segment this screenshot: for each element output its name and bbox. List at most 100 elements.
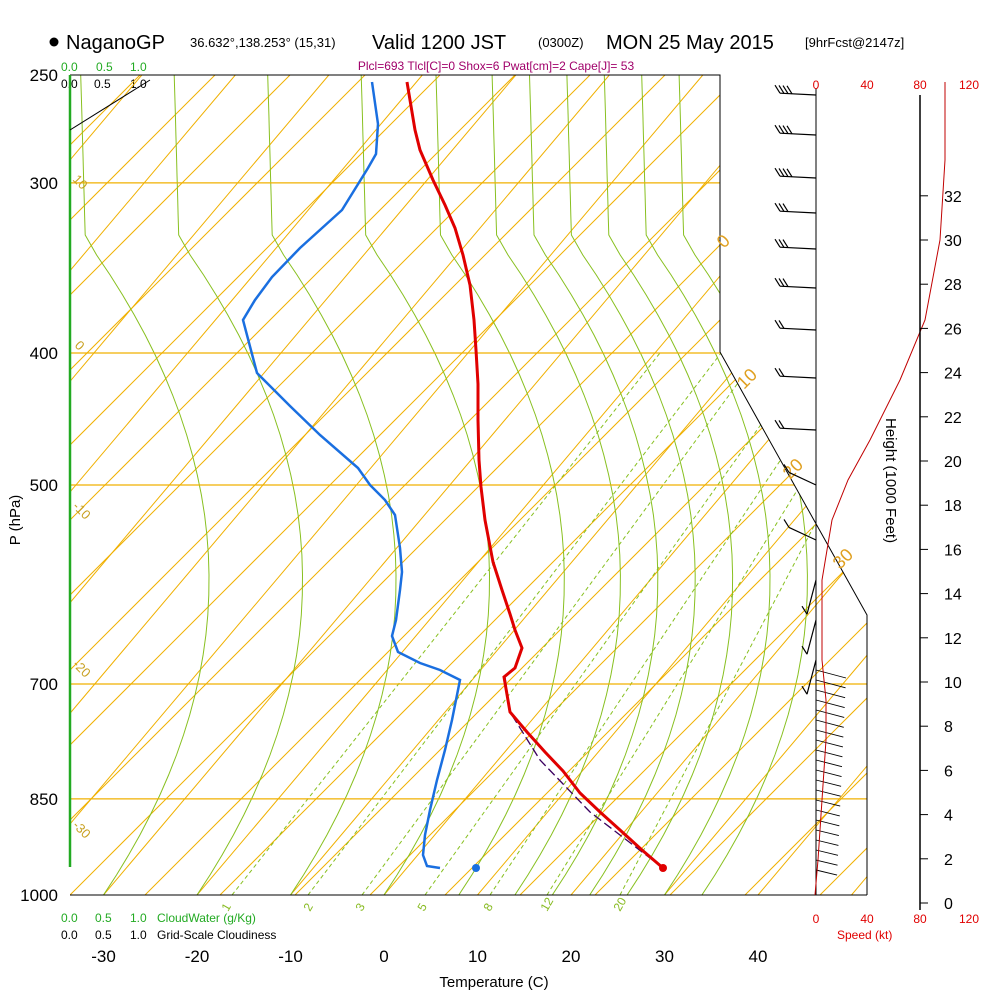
height-tick-label: 18 bbox=[944, 498, 962, 515]
dry-adiabat bbox=[819, 75, 867, 895]
wind-barb bbox=[815, 849, 839, 856]
svg-text:80: 80 bbox=[913, 912, 927, 926]
svg-text:0: 0 bbox=[813, 912, 820, 926]
wind-barb bbox=[815, 769, 842, 777]
svg-text:10: 10 bbox=[733, 365, 761, 393]
surface-dewpoint-point bbox=[472, 864, 480, 872]
mixing-ratio-line bbox=[424, 352, 813, 895]
height-tick-label: 8 bbox=[944, 719, 953, 736]
height-tick-label: 12 bbox=[944, 631, 962, 648]
svg-text:10: 10 bbox=[70, 172, 91, 193]
wind-speed-profile-line bbox=[814, 82, 946, 896]
svg-text:Grid-Scale Cloudiness: Grid-Scale Cloudiness bbox=[157, 928, 276, 942]
wind-barb bbox=[815, 669, 847, 679]
height-tick-label: 26 bbox=[944, 321, 962, 338]
mixing-ratio-line bbox=[307, 352, 722, 895]
wind-barb bbox=[779, 132, 817, 136]
wind-barb bbox=[815, 709, 845, 718]
height-tick-label: 16 bbox=[944, 542, 962, 559]
mixing-ratio-labels: 1 2 3 5 8 12 20 bbox=[218, 895, 629, 914]
wind-barb bbox=[815, 819, 840, 827]
svg-text:0.0: 0.0 bbox=[61, 60, 78, 74]
wind-barb bbox=[779, 327, 817, 331]
height-tick-label: 10 bbox=[944, 675, 962, 692]
wind-barb bbox=[779, 175, 817, 179]
wind-barb bbox=[788, 526, 817, 541]
wind-barbs bbox=[774, 84, 847, 876]
cloudwater-legend: 0.0 0.5 1.0 CloudWater (g/Kg) bbox=[61, 911, 256, 925]
isotherm bbox=[70, 75, 236, 895]
svg-text:1.0: 1.0 bbox=[130, 911, 147, 925]
temperature-tick-label: 0 bbox=[379, 947, 388, 966]
wind-barb bbox=[806, 619, 817, 655]
mixing-ratio-line bbox=[231, 352, 661, 895]
svg-text:0.5: 0.5 bbox=[95, 928, 112, 942]
svg-text:0.0: 0.0 bbox=[61, 928, 78, 942]
wind-barb bbox=[815, 779, 842, 787]
speed-bottom-labels: 0 40 80 120 bbox=[813, 912, 980, 926]
speed-top-labels: 0 40 80 120 bbox=[813, 78, 980, 92]
mixing-ratio-line bbox=[546, 352, 867, 895]
dry-adiabat bbox=[70, 75, 216, 895]
mixing-ratio-line bbox=[361, 352, 761, 895]
pressure-axis-label: P (hPa) bbox=[7, 495, 24, 546]
height-tick-label: 6 bbox=[944, 763, 953, 780]
parcel-path-line bbox=[504, 676, 664, 869]
station-marker bbox=[49, 37, 59, 47]
svg-text:3: 3 bbox=[352, 900, 368, 913]
svg-text:-10: -10 bbox=[70, 499, 94, 523]
isotherm bbox=[70, 75, 330, 895]
isobar-lines bbox=[70, 182, 867, 800]
temperature-axis-ticks: -30 -20 -10 0 10 20 30 40 bbox=[91, 947, 767, 966]
wind-barb bbox=[815, 809, 840, 817]
temperature-axis-label: Temperature (C) bbox=[439, 974, 548, 991]
svg-text:0: 0 bbox=[72, 338, 88, 354]
top-cloudwater-ticks: 0.0 0.5 1.0 bbox=[61, 60, 147, 74]
temperature-profile-line bbox=[405, 81, 664, 870]
dry-adiabat bbox=[70, 75, 441, 895]
wind-barb bbox=[779, 92, 817, 96]
pressure-tick-label: 500 bbox=[30, 476, 58, 495]
speed-axis-label: Speed (kt) bbox=[837, 928, 892, 942]
temperature-tick-label: -30 bbox=[91, 947, 116, 966]
height-axis-label: Height (1000 Feet) bbox=[882, 418, 899, 543]
wind-barb bbox=[815, 679, 846, 689]
isotherm bbox=[570, 75, 867, 895]
mixing-ratio-line bbox=[489, 352, 853, 895]
wind-barb bbox=[815, 719, 844, 728]
wind-barb bbox=[806, 659, 817, 695]
svg-text:-20: -20 bbox=[70, 657, 94, 681]
wind-barb bbox=[815, 699, 845, 708]
dry-adiabat bbox=[669, 75, 867, 895]
svg-text:0.5: 0.5 bbox=[95, 911, 112, 925]
wind-barb bbox=[806, 579, 817, 615]
height-tick-label: 2 bbox=[944, 852, 953, 869]
forecast-info: [9hrFcst@2147z] bbox=[805, 35, 904, 50]
dewpoint-profile-line bbox=[241, 81, 462, 870]
height-tick-label: 4 bbox=[944, 808, 953, 825]
wind-barb bbox=[779, 427, 817, 431]
height-tick-label: 20 bbox=[944, 454, 962, 471]
utc-time: (0300Z) bbox=[538, 35, 584, 50]
svg-text:CloudWater (g/Kg): CloudWater (g/Kg) bbox=[157, 911, 256, 925]
wind-barb bbox=[779, 375, 817, 379]
plot-boundary bbox=[70, 74, 868, 895]
pressure-tick-label: 850 bbox=[30, 790, 58, 809]
svg-text:0.5: 0.5 bbox=[96, 60, 113, 74]
temperature-tick-label: 20 bbox=[562, 947, 581, 966]
station-name: NaganoGP bbox=[66, 32, 165, 54]
height-tick-label: 14 bbox=[944, 587, 962, 604]
pressure-tick-label: 250 bbox=[30, 66, 58, 85]
wind-barb bbox=[815, 749, 843, 758]
svg-text:1.0: 1.0 bbox=[130, 60, 147, 74]
wind-barb bbox=[779, 285, 817, 289]
svg-text:1.0: 1.0 bbox=[130, 928, 147, 942]
isotherm bbox=[851, 75, 867, 895]
wind-barb bbox=[815, 759, 843, 768]
isotherm bbox=[664, 75, 867, 895]
mixing-ratio-lines bbox=[231, 352, 867, 895]
svg-text:12: 12 bbox=[537, 895, 556, 914]
cloud-profile-line bbox=[69, 79, 151, 131]
height-tick-label: 30 bbox=[944, 233, 962, 250]
valid-date: MON 25 May 2015 bbox=[606, 32, 774, 54]
